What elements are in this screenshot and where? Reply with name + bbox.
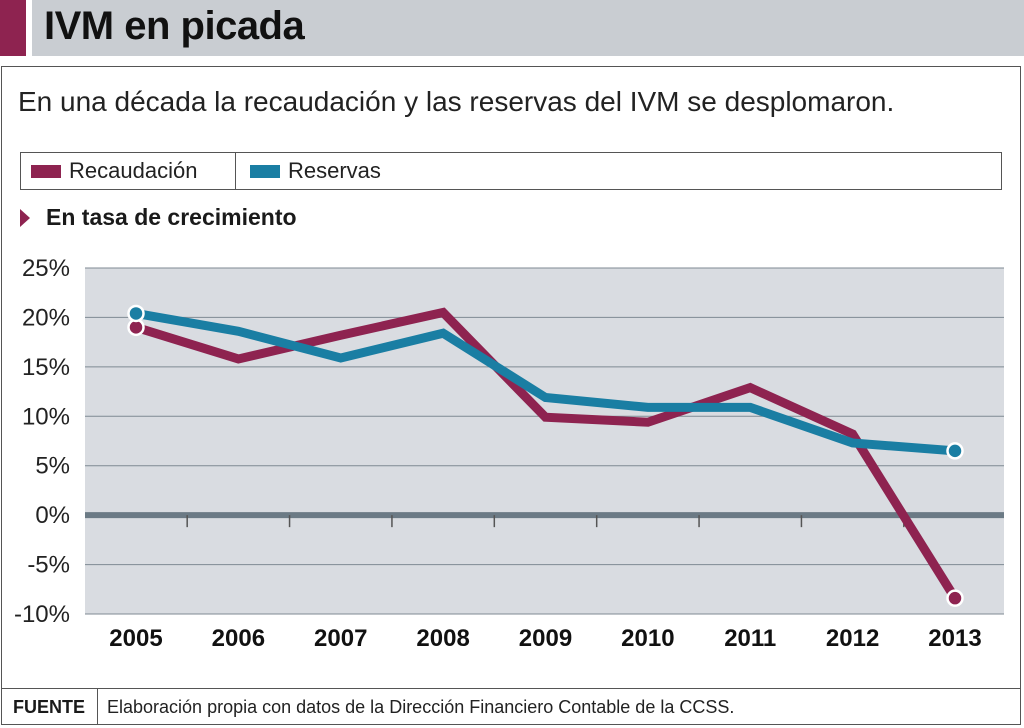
y-axis-ticks: 25% 20% 15% 10% 5% 0% -5% -10% (14, 255, 70, 628)
y-tick-label: 10% (22, 403, 70, 430)
y-tick-label: 0% (35, 502, 70, 529)
legend-item-reservas: Reservas (235, 153, 381, 189)
section-heading: En tasa de crecimiento (20, 204, 297, 231)
series-lines (134, 307, 959, 601)
footer-source-label: FUENTE (1, 689, 98, 725)
y-tick-label: -10% (14, 601, 70, 628)
legend-item-recaudacion: Recaudación (21, 153, 235, 189)
x-tick-label: 2008 (416, 625, 469, 652)
series-endpoints (127, 304, 964, 607)
x-tick-label: 2010 (621, 625, 674, 652)
title-gap (26, 0, 32, 56)
series-line-reservas (135, 309, 956, 456)
legend: Recaudación Reservas (20, 152, 1002, 190)
legend-swatch-recaudacion (31, 164, 61, 178)
grid-lines (85, 267, 1004, 615)
y-tick-label: 25% (22, 255, 70, 282)
y-tick-label: 5% (35, 453, 70, 480)
x-tick-label: 2009 (519, 625, 572, 652)
triangle-bullet-icon (20, 208, 30, 227)
data-point-reservas-2005 (127, 304, 145, 323)
x-tick-label: 2012 (826, 625, 879, 652)
footer-source-text: Elaboración propia con datos de la Direc… (107, 696, 735, 717)
series-line-recaudacion (134, 307, 959, 601)
x-axis-ticks: 2005 2006 2007 2008 2009 2010 2011 2012 2013 (109, 515, 982, 652)
x-tick-label: 2007 (314, 625, 367, 652)
y-tick-label: -5% (27, 552, 70, 579)
y-tick-label: 20% (22, 304, 70, 331)
legend-swatch-reservas (250, 164, 280, 178)
section-label: En tasa de crecimiento (46, 204, 297, 230)
footer: FUENTE Elaboración propia con datos de l… (1, 688, 1021, 725)
x-tick-label: 2006 (212, 625, 265, 652)
page-title: IVM en picada (44, 4, 305, 48)
y-tick-label: 15% (22, 354, 70, 381)
x-tick-label: 2013 (928, 625, 981, 652)
title-accent-bar (0, 0, 26, 56)
x-tick-label: 2005 (109, 625, 162, 652)
legend-label-reservas: Reservas (288, 158, 381, 183)
title-bar (0, 0, 1024, 56)
data-point-reservas-2013 (946, 442, 964, 460)
data-point-recaudacion-2013 (946, 589, 964, 607)
x-tick-label: 2011 (724, 625, 776, 652)
legend-label-recaudacion: Recaudación (69, 158, 198, 183)
chart-frame (1, 66, 1021, 725)
chart-subtitle: En una década la recaudación y las reser… (18, 86, 895, 117)
